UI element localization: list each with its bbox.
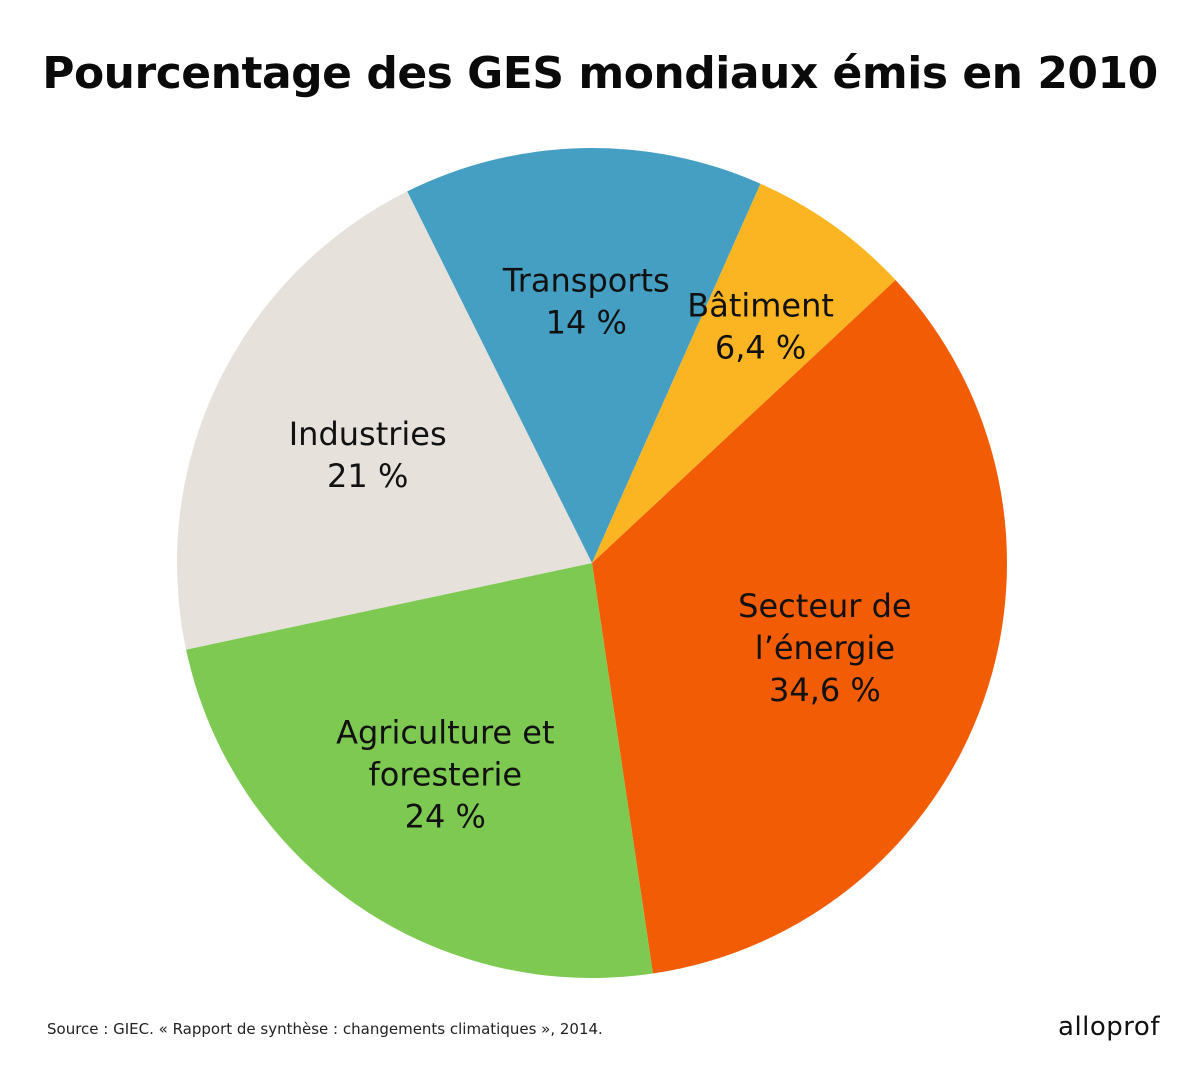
pie-slices [177,148,1008,979]
pie-label: Transports 14 % [502,262,670,342]
alloprof-logo: alloprof [1058,1012,1160,1042]
pie-slice-secteur-de-l-nergie [592,279,1008,974]
pie-labels: Secteur de l’énergie 34,6 % Agriculture et f… [289,262,912,836]
pie-slice-agriculture-et-foresterie [186,563,653,979]
pie-label: Agriculture et foresterie 24 % [336,713,554,835]
pie-label: Industries 21 % [289,415,447,495]
pie-label: Bâtiment 6,4 % [687,286,834,366]
source-note: Source : GIEC. « Rapport de synthèse : c… [47,1020,603,1038]
pie-slice-b-timent [592,183,896,563]
pie-slice-transports [407,148,761,563]
pie-label: Secteur de l’énergie 34,6 % [738,587,911,709]
pie-slice-industries [177,191,592,650]
chart-title: Pourcentage des GES mondiaux émis en 201… [42,48,1158,99]
